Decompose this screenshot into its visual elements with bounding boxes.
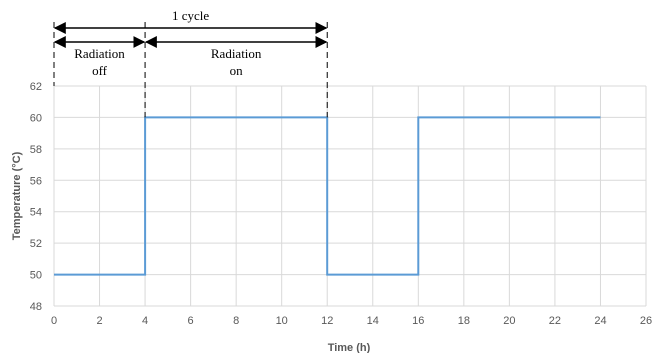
y-tick-label: 54 [30,207,42,219]
y-axis-title: Temperature (°C) [11,151,23,240]
phase-label: off [92,63,108,78]
x-tick-label: 14 [367,315,379,327]
x-axis-title: Time (h) [328,342,371,353]
x-tick-label: 20 [503,315,515,327]
x-tick-label: 2 [96,315,102,327]
x-tick-label: 4 [142,315,148,327]
series-layer [54,116,601,276]
x-tick-label: 26 [640,315,652,327]
y-tick-label: 52 [30,238,42,250]
x-tick-label: 0 [51,315,57,327]
y-tick-label: 60 [30,112,42,124]
y-tick-label: 62 [30,81,42,93]
x-tick-label: 18 [458,315,470,327]
phase-label: Radiation [74,46,125,61]
annotations: 1 cycle Radiation off Radiation on [53,8,328,118]
x-tick-label: 10 [276,315,288,327]
x-tick-label: 8 [233,315,239,327]
x-tick-label: 6 [188,315,194,327]
y-tick-label: 56 [30,175,42,187]
y-tick-label: 48 [30,301,42,313]
x-tick-label: 22 [549,315,561,327]
y-tick-label: 50 [30,270,42,282]
phase-label: Radiation [211,46,262,61]
x-tick-label: 16 [412,315,424,327]
phase-label: on [230,63,244,78]
x-tick-label: 12 [321,315,333,327]
x-tick-label: 24 [594,315,606,327]
gridlines [53,85,647,307]
y-tick-label: 58 [30,144,42,156]
temperature-series-line [54,116,601,276]
cycle-label: 1 cycle [172,8,209,23]
